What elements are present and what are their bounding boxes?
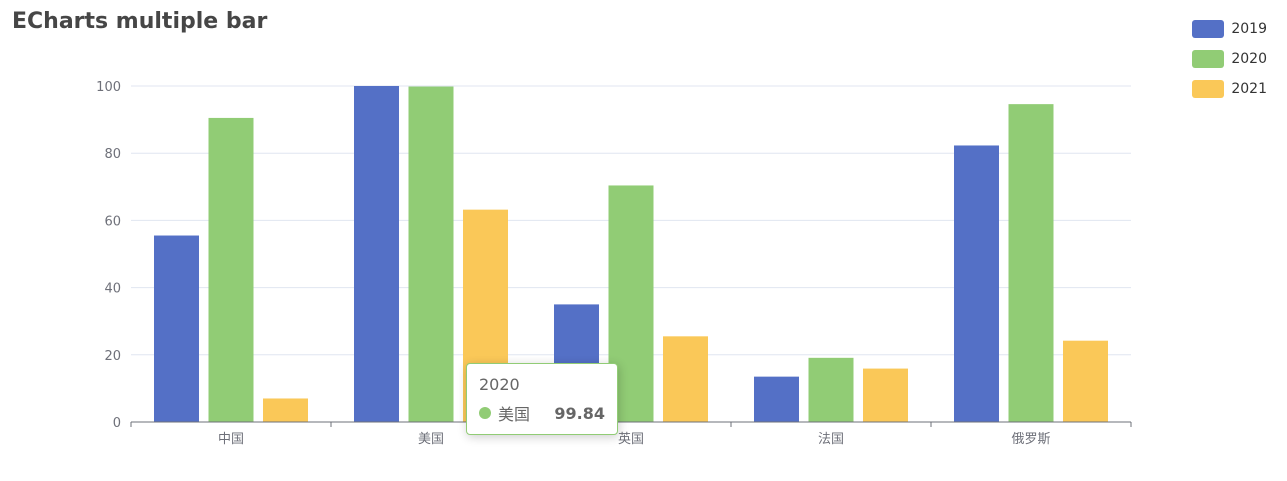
x-tick-label: 法国 — [818, 432, 844, 447]
legend-swatch — [1192, 20, 1225, 38]
legend-label: 2020 — [1231, 51, 1267, 67]
y-tick-label: 80 — [104, 147, 121, 162]
x-tick-label: 俄罗斯 — [1011, 432, 1050, 447]
x-tick-label: 英国 — [618, 432, 644, 447]
bar-2019-中国[interactable] — [154, 235, 199, 422]
tooltip-series-dot — [479, 407, 491, 419]
legend-label: 2019 — [1231, 21, 1267, 37]
x-tick-label: 中国 — [218, 432, 244, 447]
bar-2020-俄罗斯[interactable] — [1008, 104, 1054, 423]
bar-2021-中国[interactable] — [263, 398, 308, 422]
x-tick-label: 美国 — [418, 432, 444, 447]
bar-2020-法国[interactable] — [808, 357, 854, 422]
tooltip-title: 2020 — [479, 375, 520, 394]
y-tick-label: 40 — [104, 282, 121, 297]
legend: 2019 2020 2021 — [1192, 14, 1267, 104]
y-tick-label: 0 — [113, 416, 121, 431]
legend-item-2020[interactable]: 2020 — [1192, 44, 1267, 74]
tooltip-category: 美国 — [498, 405, 531, 424]
tooltip-value: 99.84 — [554, 403, 605, 423]
legend-label: 2021 — [1231, 81, 1267, 97]
bar-2021-英国[interactable] — [663, 336, 708, 422]
y-tick-label: 20 — [104, 349, 121, 364]
bar-2021-法国[interactable] — [863, 368, 908, 422]
bars — [154, 86, 1108, 423]
bar-2019-美国[interactable] — [354, 86, 399, 422]
bar-2021-俄罗斯[interactable] — [1063, 340, 1108, 422]
y-tick-label: 100 — [96, 80, 121, 95]
bar-2020-中国[interactable] — [208, 117, 254, 423]
bar-2019-俄罗斯[interactable] — [954, 145, 999, 423]
bar-2019-法国[interactable] — [754, 376, 799, 422]
y-tick-label: 60 — [104, 214, 121, 229]
legend-swatch — [1192, 50, 1225, 68]
legend-item-2019[interactable]: 2019 — [1192, 14, 1267, 44]
tooltip: 2020 美国 99.84 — [466, 363, 618, 435]
bar-2020-美国[interactable] — [408, 86, 454, 422]
legend-item-2021[interactable]: 2021 — [1192, 74, 1267, 104]
legend-swatch — [1192, 80, 1225, 98]
chart-title: ECharts multiple bar — [12, 9, 268, 34]
tooltip-row: 美国 99.84 — [479, 401, 605, 425]
